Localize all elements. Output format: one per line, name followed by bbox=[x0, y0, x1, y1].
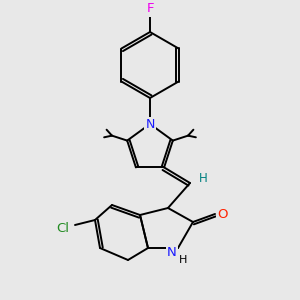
Text: N: N bbox=[167, 247, 177, 260]
Text: O: O bbox=[217, 208, 227, 220]
Text: F: F bbox=[146, 2, 154, 16]
Text: Cl: Cl bbox=[56, 221, 70, 235]
Text: H: H bbox=[179, 255, 187, 265]
Text: N: N bbox=[145, 118, 155, 130]
Text: H: H bbox=[199, 172, 207, 184]
